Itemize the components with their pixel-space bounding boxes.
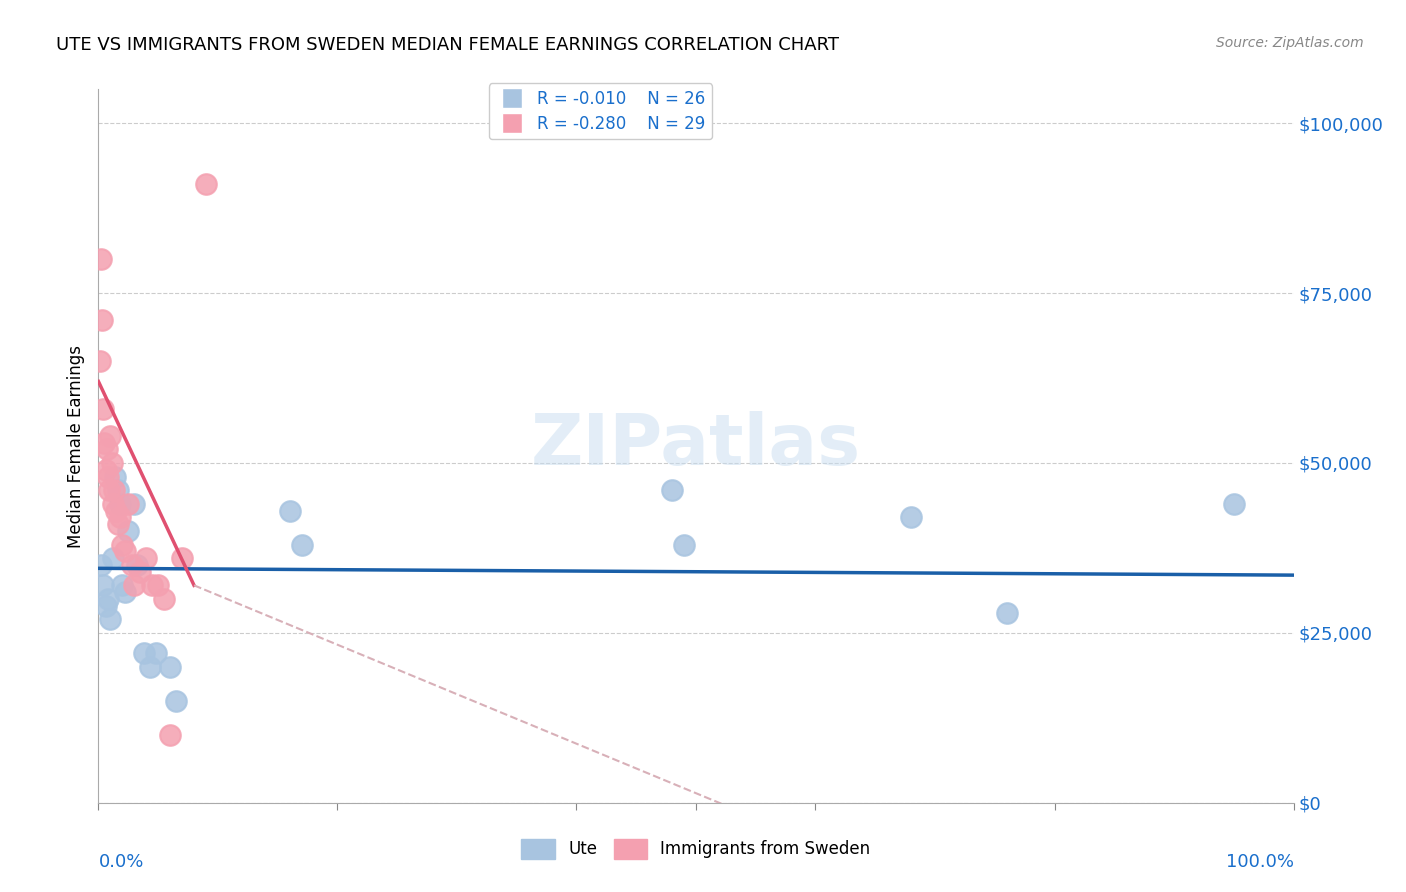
Point (165, 694, 187, 708)
Point (124, 578, 146, 592)
Point (97, 591, 120, 606)
Text: 100.0%: 100.0% (1226, 853, 1294, 871)
Point (673, 537, 696, 551)
Point (104, 469, 127, 483)
Point (159, 728, 181, 742)
Point (98, 612, 122, 626)
Point (89, 354, 111, 368)
Point (98, 483, 121, 498)
Text: UTE VS IMMIGRANTS FROM SWEDEN MEDIAN FEMALE EARNINGS CORRELATION CHART: UTE VS IMMIGRANTS FROM SWEDEN MEDIAN FEM… (56, 36, 839, 54)
Point (291, 537, 314, 551)
Point (103, 483, 125, 498)
Point (125, 558, 148, 572)
Point (98, 429, 122, 443)
Point (172, 551, 194, 566)
Y-axis label: Median Female Earnings: Median Female Earnings (66, 344, 84, 548)
Point (121, 558, 143, 572)
Point (132, 646, 155, 660)
Point (278, 503, 301, 517)
Point (108, 510, 131, 524)
Point (148, 578, 170, 592)
Point (94, 463, 117, 477)
Point (97, 469, 120, 483)
Point (111, 578, 134, 592)
Point (101, 497, 124, 511)
Point (900, 510, 922, 524)
Text: Source: ZipAtlas.com: Source: ZipAtlas.com (1216, 36, 1364, 50)
Text: 0.0%: 0.0% (98, 853, 143, 871)
Point (91, 401, 114, 416)
Point (117, 497, 139, 511)
Point (129, 565, 152, 579)
Point (124, 497, 146, 511)
Point (114, 585, 136, 599)
Point (111, 537, 134, 551)
Point (101, 551, 124, 566)
Point (90, 558, 112, 572)
Point (105, 503, 128, 517)
Point (117, 524, 139, 538)
Point (114, 544, 136, 558)
Point (94, 599, 117, 613)
Point (135, 551, 157, 566)
Point (100, 456, 122, 470)
Point (107, 483, 129, 498)
Point (153, 591, 176, 606)
Point (107, 517, 129, 532)
Point (91, 578, 114, 592)
Point (108, 497, 131, 511)
Point (96, 442, 118, 457)
Point (91, 313, 114, 327)
Point (93, 435, 115, 450)
Point (139, 660, 162, 674)
Point (1222, 497, 1246, 511)
Point (145, 646, 167, 660)
Point (90, 252, 112, 266)
Text: ZIPatlas: ZIPatlas (531, 411, 860, 481)
Point (995, 606, 1018, 620)
Point (159, 660, 181, 674)
Point (141, 578, 163, 592)
Legend: Ute, Immigrants from Sweden: Ute, Immigrants from Sweden (515, 832, 877, 866)
Point (194, 178, 218, 192)
Point (661, 483, 683, 498)
